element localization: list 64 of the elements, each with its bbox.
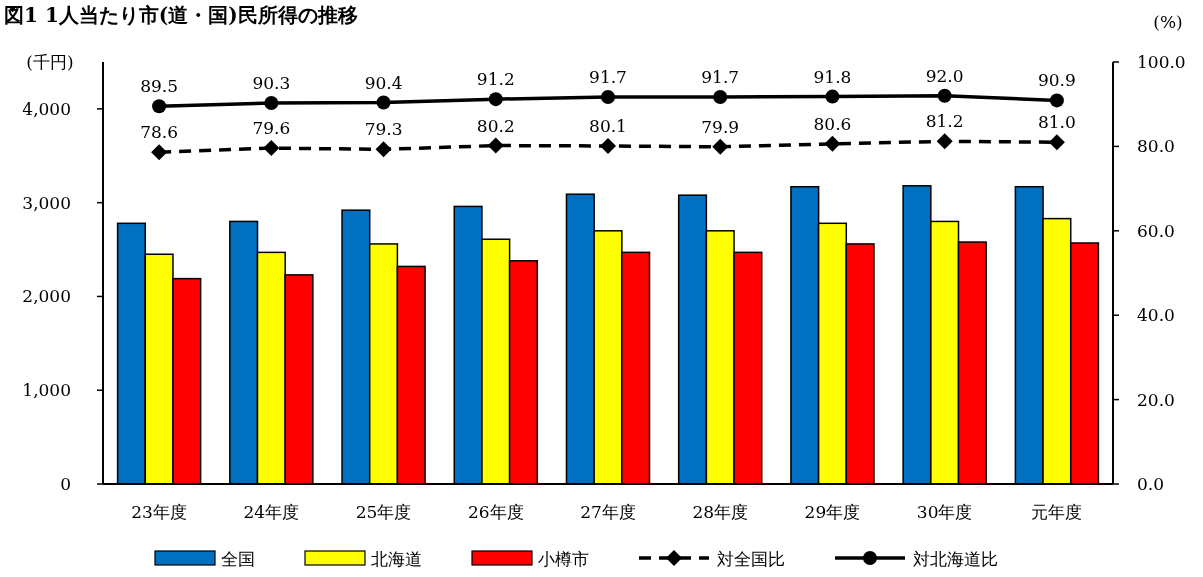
- data-label: 90.4: [364, 72, 403, 93]
- y-tick-label: 1,000: [22, 380, 71, 401]
- data-label: 91.2: [476, 69, 515, 90]
- data-label: 81.2: [925, 111, 964, 132]
- point: [151, 144, 168, 161]
- point: [712, 138, 729, 155]
- point: [825, 89, 840, 104]
- x-tick-label: 28年度: [692, 502, 749, 522]
- legend-label: 北海道: [371, 549, 422, 569]
- point: [601, 90, 615, 105]
- point: [936, 133, 953, 150]
- data-label: 90.9: [1037, 70, 1076, 91]
- data-label: 89.5: [140, 76, 179, 97]
- y-tick-label: 2,000: [22, 286, 71, 307]
- point: [937, 88, 952, 103]
- data-label: 81.0: [1037, 112, 1076, 133]
- x-tick-label: 25年度: [355, 502, 412, 522]
- data-label: 92.0: [925, 65, 964, 86]
- point: [600, 137, 616, 154]
- y2-tick-label: 40.0: [1137, 305, 1175, 326]
- legend-label: 対北海道比: [913, 549, 998, 569]
- point: [713, 90, 728, 105]
- x-tick-label: 26年度: [467, 502, 524, 522]
- data-label: 79.3: [364, 119, 403, 140]
- point: [487, 137, 504, 154]
- x-tick-label: 27年度: [580, 502, 636, 522]
- point: [264, 95, 279, 110]
- y-tick-label: 4,000: [22, 98, 71, 119]
- x-tick-label: 30年度: [916, 502, 973, 522]
- point: [1048, 134, 1065, 151]
- data-label: 79.6: [252, 118, 291, 139]
- x-tick-label: 23年度: [131, 502, 187, 522]
- y2-tick-label: 0.0: [1137, 474, 1165, 494]
- data-label: 80.1: [589, 115, 627, 136]
- y2-tick-label: 60.0: [1137, 220, 1175, 241]
- chart-title: 図1 1人当たり市(道・国)民所得の推移: [4, 3, 358, 27]
- y-axis-title: (千円): [26, 52, 74, 72]
- legend-label: 小樽市: [538, 549, 589, 569]
- legend-label: 対全国比: [717, 549, 785, 569]
- data-label: 78.6: [140, 122, 179, 143]
- data-label: 91.7: [701, 67, 740, 88]
- y2-tick-label: 100.0: [1137, 52, 1186, 72]
- data-label: 79.9: [701, 116, 740, 137]
- data-label: 80.6: [813, 113, 852, 134]
- x-tick-label: 元年度: [1031, 502, 1083, 522]
- y-tick-label: 3,000: [22, 192, 71, 213]
- legend-label: 全国: [221, 549, 255, 569]
- data-label: 80.2: [476, 115, 515, 136]
- point: [152, 99, 167, 114]
- point: [375, 141, 392, 158]
- y-tick-label: 0: [60, 474, 71, 494]
- x-tick-label: 29年度: [804, 502, 861, 522]
- point: [263, 140, 280, 157]
- point: [488, 92, 503, 107]
- x-tick-label: 24年度: [243, 502, 300, 522]
- y2-axis-title: (%): [1153, 12, 1183, 32]
- data-label: 91.8: [813, 66, 852, 87]
- data-label: 90.3: [252, 72, 291, 93]
- point: [1049, 93, 1064, 108]
- data-label: 91.7: [589, 67, 627, 88]
- y2-tick-label: 20.0: [1137, 389, 1175, 410]
- point: [376, 95, 391, 110]
- point: [824, 135, 841, 152]
- y2-tick-label: 80.0: [1137, 136, 1175, 157]
